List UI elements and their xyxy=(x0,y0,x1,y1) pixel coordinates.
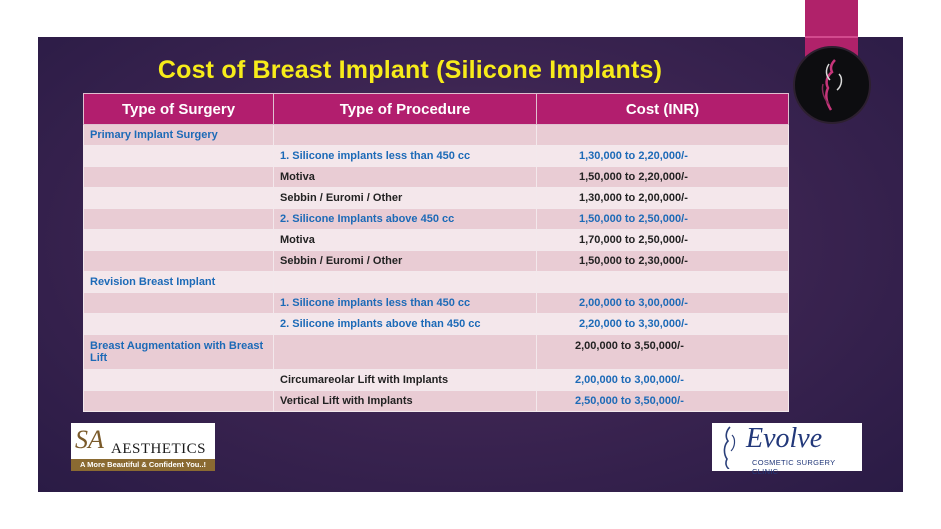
procedure-cell: Motiva xyxy=(273,166,537,188)
evolve-logo-name: Evolve xyxy=(746,423,823,454)
evolve-figure-icon xyxy=(723,426,736,469)
surgery-cell xyxy=(83,250,274,272)
surgery-cell: Revision Breast Implant xyxy=(83,271,274,293)
procedure-cell: 1. Silicone implants less than 450 cc xyxy=(273,292,537,314)
surgery-cell xyxy=(83,145,274,167)
table-row: Sebbin / Euromi / Other 1,50,000 to 2,30… xyxy=(83,250,789,272)
cost-cell: 2,00,000 to 3,00,000/- xyxy=(536,369,789,391)
surgery-cell: Primary Implant Surgery xyxy=(83,124,274,146)
female-silhouette-icon xyxy=(821,59,843,111)
sa-logo-tagline-bar: A More Beautiful & Confident You..! xyxy=(71,459,215,471)
surgery-cell xyxy=(83,187,274,209)
cost-cell: 2,50,000 to 3,50,000/- xyxy=(536,390,789,412)
table-row: 1. Silicone implants less than 450 cc 1,… xyxy=(83,145,789,167)
cost-cell: 1,50,000 to 2,20,000/- xyxy=(536,166,789,188)
table-row: Breast Augmentation with Breast Lift 2,0… xyxy=(83,334,789,370)
sa-logo-mark: SA xyxy=(75,425,104,454)
table-row: 2. Silicone Implants above 450 cc 1,50,0… xyxy=(83,208,789,230)
procedure-cell: 2. Silicone implants above than 450 cc xyxy=(273,313,537,335)
cost-cell: 2,00,000 to 3,50,000/- xyxy=(536,334,789,370)
surgery-cell xyxy=(83,390,274,412)
ribbon-divider xyxy=(805,36,858,38)
sa-aesthetics-logo: SA AESTHETICS A More Beautiful & Confide… xyxy=(71,423,215,471)
table-row: Motiva 1,50,000 to 2,20,000/- xyxy=(83,166,789,188)
cost-table: Type of Surgery Type of Procedure Cost (… xyxy=(83,93,789,412)
procedure-cell xyxy=(273,124,537,146)
procedure-cell: Sebbin / Euromi / Other xyxy=(273,250,537,272)
procedure-cell: Sebbin / Euromi / Other xyxy=(273,187,537,209)
procedure-cell: 2. Silicone Implants above 450 cc xyxy=(273,208,537,230)
header-cost: Cost (INR) xyxy=(536,93,789,125)
cost-cell xyxy=(536,124,789,146)
procedure-cell: Circumareolar Lift with Implants xyxy=(273,369,537,391)
cost-cell: 1,30,000 to 2,20,000/- xyxy=(536,145,789,167)
surgery-cell xyxy=(83,166,274,188)
surgery-cell xyxy=(83,208,274,230)
table-header-row: Type of Surgery Type of Procedure Cost (… xyxy=(83,93,789,125)
procedure-cell: Vertical Lift with Implants xyxy=(273,390,537,412)
sa-logo-tagline: A More Beautiful & Confident You..! xyxy=(79,460,207,469)
clinic-badge-icon xyxy=(793,46,871,124)
cost-cell: 2,20,000 to 3,30,000/- xyxy=(536,313,789,335)
surgery-cell: Breast Augmentation with Breast Lift xyxy=(83,334,274,370)
cost-cell: 1,30,000 to 2,00,000/- xyxy=(536,187,789,209)
table-row: Revision Breast Implant xyxy=(83,271,789,293)
evolve-logo: Evolve COSMETIC SURGERY CLINIC xyxy=(712,423,862,476)
sa-logo-name: AESTHETICS xyxy=(111,441,206,457)
surgery-cell xyxy=(83,229,274,251)
cost-cell: 1,70,000 to 2,50,000/- xyxy=(536,229,789,251)
procedure-cell xyxy=(273,271,537,293)
header-type-of-surgery: Type of Surgery xyxy=(83,93,274,125)
table-row: 1. Silicone implants less than 450 cc 2,… xyxy=(83,292,789,314)
surgery-cell xyxy=(83,292,274,314)
table-row: 2. Silicone implants above than 450 cc 2… xyxy=(83,313,789,335)
evolve-logo-tagline: COSMETIC SURGERY CLINIC xyxy=(752,458,836,476)
page-title: Cost of Breast Implant (Silicone Implant… xyxy=(157,56,663,84)
cost-cell xyxy=(536,271,789,293)
cost-cell: 2,00,000 to 3,00,000/- xyxy=(536,292,789,314)
procedure-cell: 1. Silicone implants less than 450 cc xyxy=(273,145,537,167)
surgery-cell xyxy=(83,313,274,335)
table-row: Primary Implant Surgery xyxy=(83,124,789,146)
table-row: Motiva 1,70,000 to 2,50,000/- xyxy=(83,229,789,251)
table-row: Vertical Lift with Implants 2,50,000 to … xyxy=(83,390,789,412)
procedure-cell: Motiva xyxy=(273,229,537,251)
cost-cell: 1,50,000 to 2,50,000/- xyxy=(536,208,789,230)
cost-cell: 1,50,000 to 2,30,000/- xyxy=(536,250,789,272)
table-row: Circumareolar Lift with Implants 2,00,00… xyxy=(83,369,789,391)
surgery-cell xyxy=(83,369,274,391)
procedure-cell xyxy=(273,334,537,370)
header-type-of-procedure: Type of Procedure xyxy=(273,93,537,125)
table-row: Sebbin / Euromi / Other 1,30,000 to 2,00… xyxy=(83,187,789,209)
